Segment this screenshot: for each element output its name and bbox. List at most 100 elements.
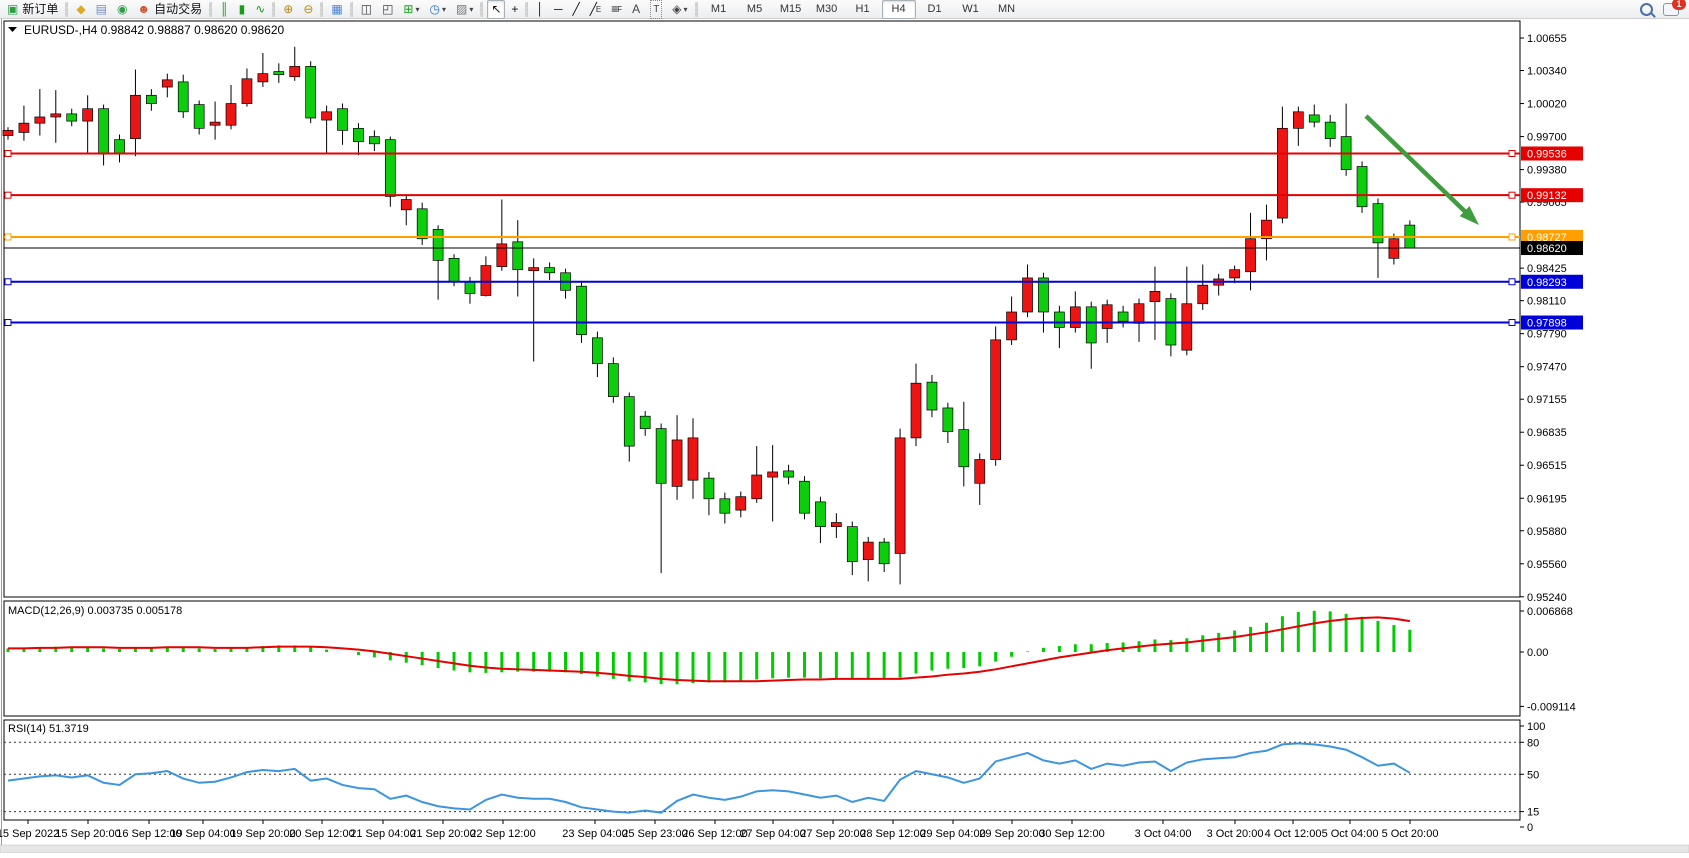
tf-m1-button[interactable]: M1 [710,2,727,15]
news-icon[interactable]: ◉ [113,0,131,19]
pane-frames [3,20,1521,821]
svg-text:29 Sep 20:00: 29 Sep 20:00 [979,828,1044,840]
quick-trade-icon[interactable]: ◆ [72,0,89,19]
tf-d1-button[interactable]: D1 [927,2,942,15]
indicators-icon: ◫ [360,1,373,16]
chart-canvas[interactable]: 1.006551.003401.000200.997000.993800.990… [0,19,1689,854]
svg-text:3 Oct 04:00: 3 Oct 04:00 [1135,828,1192,840]
horizontal-line-0.98727[interactable] [4,233,1520,241]
autotrading-button[interactable]: ☻ 自动交易 [133,0,206,19]
trend-arrow[interactable] [1364,114,1479,225]
chevron-down-icon: ▾ [469,4,474,14]
rsi-pane: RSI(14) 51.3719 100 80 50 15 0 [4,721,1545,834]
new-order-button[interactable]: ▣ 新订单 [3,0,62,19]
shapes-button[interactable]: ◈ ▾ [668,0,691,19]
tf-h1-button[interactable]: H1 [855,2,870,15]
horizontal-line-button[interactable]: ─ [550,0,567,19]
vertical-line-button[interactable]: │ [532,0,548,19]
tf-w1-button[interactable]: W1 [962,2,979,15]
svg-text:0.99536: 0.99536 [1527,148,1567,160]
periods-button[interactable]: ◷ ▾ [426,0,451,19]
svg-text:26 Sep 12:00: 26 Sep 12:00 [682,828,747,840]
svg-text:0.97155: 0.97155 [1527,394,1567,406]
svg-text:5 Oct 04:00: 5 Oct 04:00 [1322,828,1379,840]
candlestick-chart-icon: ▮ [238,1,246,16]
cursor-button[interactable]: ↖ [487,0,506,19]
toolbar-separator [272,1,276,17]
tf-h4-button[interactable]: H4 [881,0,916,19]
trendline-button[interactable]: ╱ [568,0,583,19]
vertical-line-icon: │ [536,1,544,16]
channel-button[interactable]: ╱ E [586,0,606,19]
horizontal-line-0.98293[interactable] [4,278,1520,286]
price-badge-0.97898: 0.97898 [1521,315,1583,330]
macd-pane: MACD(12,26,9) 0.003735 0.005178 0.006868 0… [6,605,1576,713]
quick-trade-icon-icon: ◆ [76,1,86,16]
horizontal-line-0.97898[interactable] [4,319,1520,327]
tf-m15-button[interactable]: M15 [779,2,802,15]
svg-text:21 Sep 04:00: 21 Sep 04:00 [350,828,415,840]
svg-text:0.99132: 0.99132 [1527,190,1567,202]
hline-objects[interactable] [4,149,1520,327]
toolbar-separator [694,1,698,17]
trendline-icon: ╱ [572,1,580,16]
svg-text:1.00340: 1.00340 [1527,66,1567,78]
autotrading-icon: ☻ [137,1,151,16]
svg-text:EURUSD-,H4 0.98842 0.98887 0.: EURUSD-,H4 0.98842 0.98887 0.98620 0.986… [24,23,285,37]
price-badge-0.99536: 0.99536 [1521,146,1583,161]
indicators-button[interactable]: ◫ [357,0,376,19]
zoom-out-icon: ⊖ [303,1,314,16]
notification-badge: 1 [1672,0,1686,10]
svg-text:20 Sep 12:00: 20 Sep 12:00 [289,828,354,840]
current-price-badge: 0.98620 [1521,241,1583,256]
svg-text:100: 100 [1527,721,1545,733]
svg-text:-0.009114: -0.009114 [1527,701,1576,713]
window-bottom-strip [0,844,1689,854]
svg-text:29 Sep 04:00: 29 Sep 04:00 [920,828,985,840]
bar-chart-button[interactable]: ║ [216,0,233,19]
svg-text:19 Sep 20:00: 19 Sep 20:00 [230,828,295,840]
label-button[interactable]: T [646,0,666,19]
svg-text:30 Sep 12:00: 30 Sep 12:00 [1039,828,1104,840]
tile-windows-button[interactable]: ▦ [327,0,346,19]
indicator-window-button[interactable]: ◰ [378,0,397,19]
horizontal-line-icon: ─ [553,1,563,16]
svg-text:19 Sep 04:00: 19 Sep 04:00 [170,828,235,840]
price-badge-0.98727: 0.98727 [1521,229,1583,244]
svg-text:0.99700: 0.99700 [1527,132,1567,144]
candlestick-chart-button[interactable]: ▮ [235,0,250,19]
charts-window-icon[interactable]: ▤ [92,0,111,19]
svg-text:0.98620: 0.98620 [1527,243,1567,255]
cursor-icon: ↖ [491,1,502,16]
horizontal-line-0.99132[interactable] [4,191,1520,199]
periods-icon: ◷ [429,1,440,16]
toolbar-separator [480,1,484,17]
tf-mn-button[interactable]: MN [997,2,1016,15]
svg-text:0: 0 [1527,822,1533,834]
horizontal-line-0.99536[interactable] [4,149,1520,157]
notifications-icon[interactable]: 1 [1663,0,1686,16]
crosshair-button[interactable]: + [507,0,522,19]
zoom-in-button[interactable]: ⊕ [279,0,297,19]
svg-text:5 Oct 20:00: 5 Oct 20:00 [1382,828,1439,840]
chart-background [0,19,1689,853]
add-indicator-button[interactable]: ⊞ ▾ [399,0,423,19]
toolbar-separator [525,1,529,17]
toolbar-separator [320,1,324,17]
tf-m5-button[interactable]: M5 [746,2,763,15]
line-chart-button[interactable]: ∿ [251,0,269,19]
fibonacci-button[interactable]: ≡ F [607,0,626,19]
svg-text:0.95240: 0.95240 [1527,592,1567,604]
svg-text:27 Sep 04:00: 27 Sep 04:00 [740,828,805,840]
chevron-down-icon: ▾ [415,4,420,14]
text-button[interactable]: A [628,0,644,19]
templates-button[interactable]: ▨ ▾ [452,0,477,19]
chevron-down-icon: ▾ [683,4,688,14]
svg-text:0.98425: 0.98425 [1527,263,1567,275]
svg-text:23 Sep 04:00: 23 Sep 04:00 [562,828,627,840]
zoom-out-button[interactable]: ⊖ [299,0,317,19]
svg-text:0.97470: 0.97470 [1527,362,1567,374]
templates-icon: ▨ [456,1,468,16]
search-icon[interactable] [1640,2,1653,16]
tf-m30-button[interactable]: M30 [815,2,838,15]
